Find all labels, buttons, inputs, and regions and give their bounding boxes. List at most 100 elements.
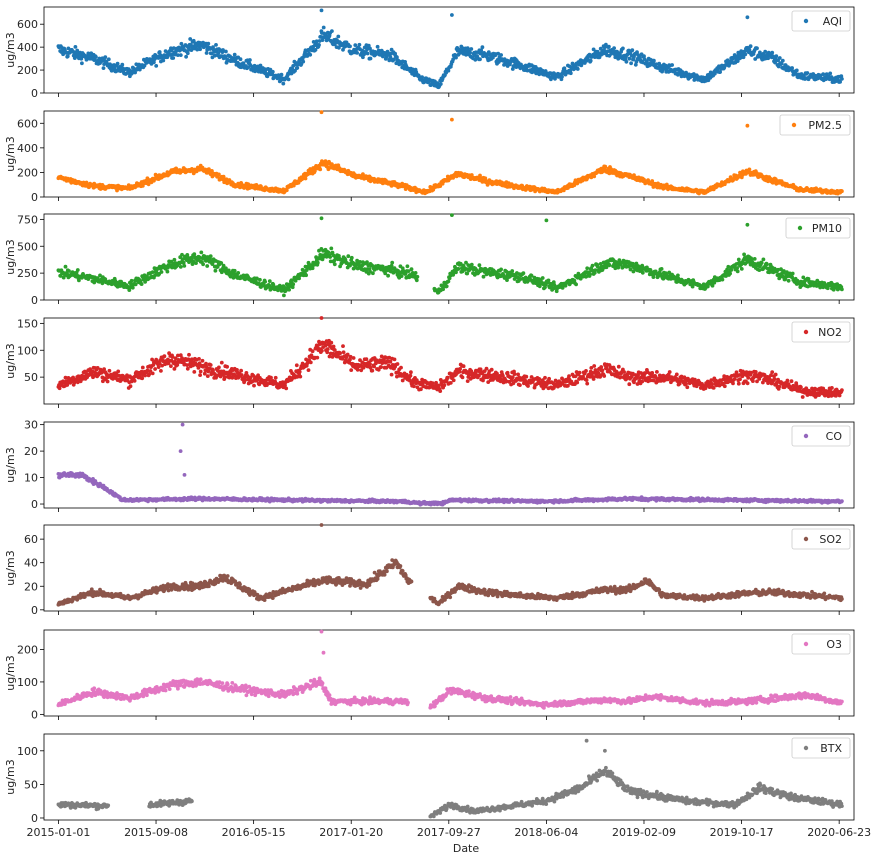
data-point bbox=[547, 376, 551, 381]
data-point bbox=[567, 374, 571, 378]
data-point bbox=[105, 379, 110, 384]
y-axis-label: ug/m3 bbox=[4, 136, 17, 171]
data-point bbox=[412, 384, 416, 389]
data-point bbox=[258, 277, 262, 282]
data-point bbox=[613, 55, 618, 60]
data-point bbox=[212, 53, 217, 58]
data-point bbox=[420, 75, 424, 80]
data-point bbox=[317, 43, 321, 47]
panel-frame bbox=[43, 110, 855, 198]
data-point bbox=[332, 262, 337, 267]
data-point bbox=[320, 38, 325, 42]
data-point bbox=[200, 358, 205, 363]
data-point bbox=[351, 356, 356, 360]
data-point bbox=[75, 48, 80, 53]
data-point bbox=[115, 61, 120, 66]
data-point bbox=[313, 48, 318, 52]
data-point bbox=[65, 54, 70, 59]
data-point bbox=[106, 57, 111, 62]
data-point bbox=[445, 375, 450, 380]
legend-marker bbox=[803, 18, 809, 24]
data-point bbox=[310, 349, 315, 354]
data-point bbox=[630, 48, 635, 53]
data-point bbox=[213, 268, 218, 273]
data-point bbox=[726, 264, 731, 269]
y-tick-label: 0 bbox=[31, 191, 38, 204]
legend-label: PM10 bbox=[812, 222, 842, 235]
legend: PM10 bbox=[785, 217, 851, 239]
data-point bbox=[465, 379, 470, 383]
data-point bbox=[346, 254, 351, 259]
data-point bbox=[267, 279, 272, 283]
data-point bbox=[629, 61, 633, 66]
data-point bbox=[132, 378, 137, 383]
data-point bbox=[499, 267, 503, 272]
data-point bbox=[268, 67, 273, 72]
data-point bbox=[184, 54, 189, 59]
data-point bbox=[790, 66, 794, 70]
data-point bbox=[232, 52, 237, 57]
data-point bbox=[414, 278, 419, 283]
data-point bbox=[321, 25, 326, 30]
data-point bbox=[415, 274, 420, 279]
data-point bbox=[147, 57, 152, 61]
data-point bbox=[336, 34, 341, 39]
data-point bbox=[116, 369, 121, 374]
series-pm25 bbox=[56, 110, 844, 196]
data-point bbox=[786, 278, 791, 283]
data-point bbox=[185, 51, 190, 56]
data-point bbox=[152, 60, 156, 65]
data-point bbox=[201, 262, 206, 267]
data-point bbox=[195, 47, 200, 52]
data-point bbox=[604, 42, 608, 47]
data-point bbox=[438, 82, 443, 86]
data-point bbox=[337, 45, 341, 50]
data-point bbox=[568, 71, 573, 76]
data-point bbox=[357, 42, 362, 47]
data-point bbox=[217, 365, 221, 370]
data-point bbox=[297, 369, 302, 374]
data-point bbox=[588, 272, 592, 277]
data-point bbox=[224, 49, 228, 54]
data-point bbox=[304, 273, 308, 278]
data-point bbox=[263, 279, 267, 284]
data-point bbox=[252, 383, 256, 388]
data-point bbox=[331, 344, 336, 349]
data-point bbox=[198, 369, 203, 374]
data-point bbox=[348, 44, 352, 49]
data-point bbox=[505, 370, 510, 375]
data-point bbox=[317, 39, 322, 43]
data-point bbox=[197, 357, 201, 361]
data-point bbox=[454, 55, 458, 60]
data-point bbox=[386, 273, 390, 278]
data-point bbox=[395, 55, 399, 60]
data-point bbox=[770, 50, 775, 55]
data-point bbox=[315, 355, 320, 360]
data-point bbox=[329, 340, 334, 345]
data-point bbox=[560, 74, 564, 79]
data-point bbox=[765, 262, 769, 267]
data-point bbox=[676, 273, 680, 278]
data-point bbox=[156, 56, 161, 60]
data-point bbox=[585, 381, 590, 386]
data-point bbox=[67, 269, 71, 273]
data-point bbox=[543, 375, 547, 380]
data-point bbox=[353, 43, 358, 47]
data-point bbox=[319, 8, 324, 13]
data-point bbox=[774, 54, 779, 59]
data-point bbox=[224, 60, 229, 65]
data-point bbox=[355, 51, 359, 55]
data-point bbox=[728, 271, 732, 276]
data-point bbox=[214, 43, 218, 47]
y-tick-label: 600 bbox=[17, 18, 38, 31]
y-tick-label: 100 bbox=[17, 344, 38, 357]
data-point bbox=[349, 368, 354, 372]
data-point bbox=[232, 268, 237, 273]
data-point bbox=[221, 48, 225, 52]
y-tick-label: 50 bbox=[24, 371, 38, 384]
data-point bbox=[399, 365, 403, 370]
y-tick-label: 400 bbox=[17, 142, 38, 155]
data-point bbox=[161, 58, 166, 63]
legend-label: PM2.5 bbox=[808, 119, 842, 132]
